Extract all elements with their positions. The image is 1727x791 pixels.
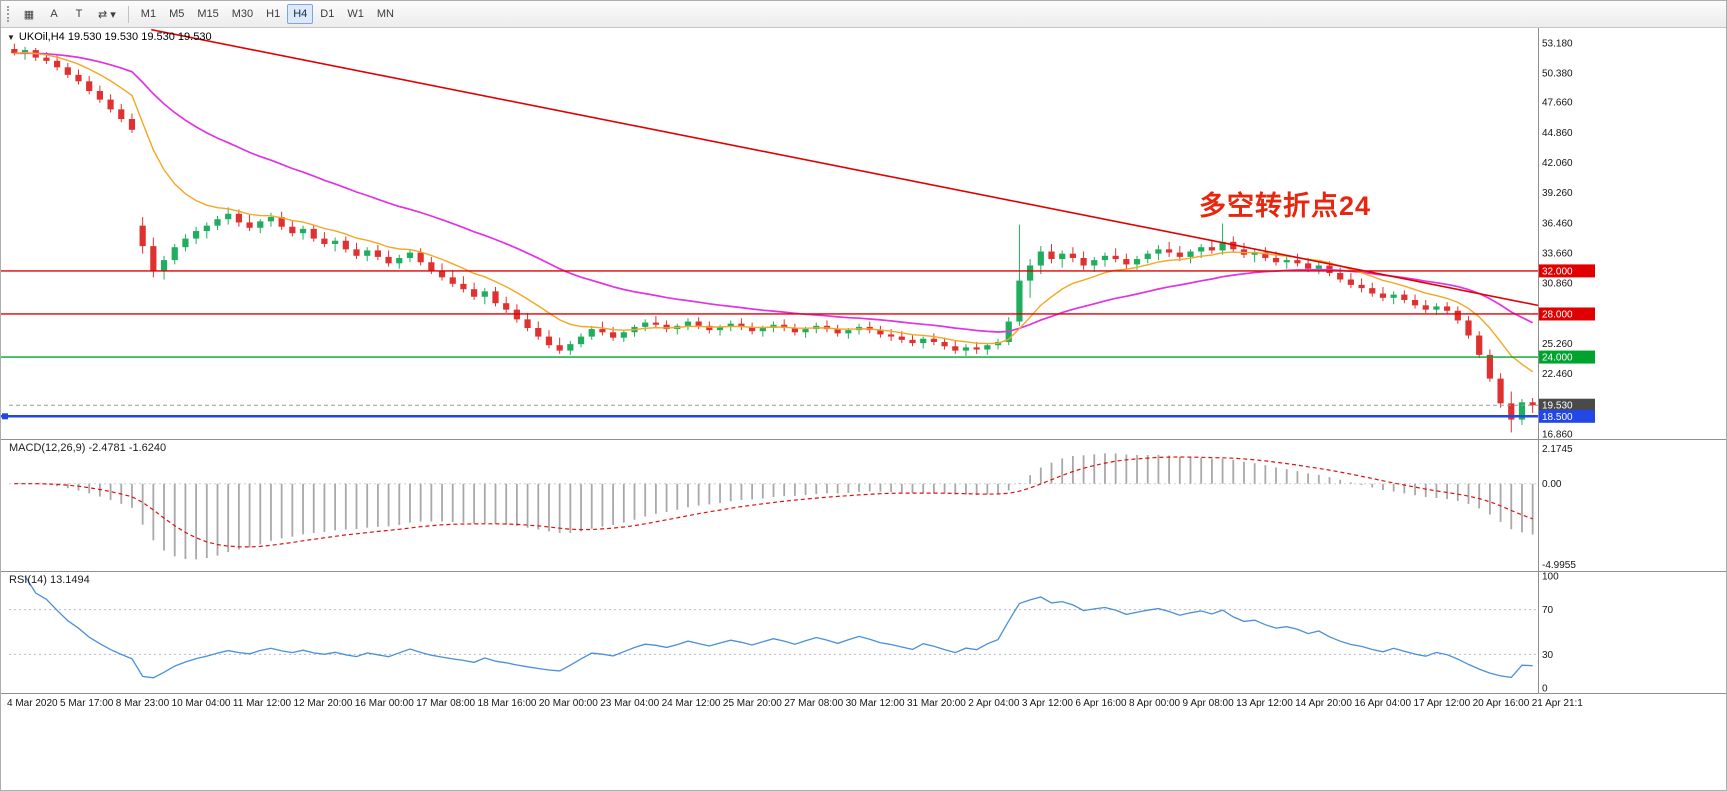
time-label: 2 Apr 04:00 — [968, 698, 1020, 709]
bottom-spacer — [1, 716, 1726, 790]
rsi-axis-label: 100 — [1542, 572, 1559, 583]
time-label: 14 Apr 20:00 — [1295, 698, 1352, 709]
price-axis-label: 16.860 — [1542, 429, 1573, 440]
time-label: 3 Apr 12:00 — [1021, 698, 1073, 709]
time-label: 23 Mar 04:00 — [600, 698, 660, 709]
price-axis-label: 44.860 — [1542, 128, 1573, 139]
macd-canvas[interactable]: 2.1745 0.00 -4.9955 — [1, 440, 1727, 572]
price-axis-label: 42.060 — [1542, 158, 1573, 169]
symbol-dropdown-icon[interactable]: ▼ — [7, 32, 15, 42]
macd-panel: MACD(12,26,9) -2.4781 -1.6240 2.1745 0.00… — [1, 440, 1726, 572]
svg-text:28.000: 28.000 — [1542, 309, 1573, 320]
svg-text:18.500: 18.500 — [1542, 412, 1573, 423]
price-axis-label: 36.460 — [1542, 218, 1573, 229]
time-label: 25 Mar 20:00 — [722, 698, 782, 709]
rsi-axis-label: 70 — [1542, 605, 1554, 616]
trendline — [151, 28, 1539, 307]
toolbar: ▦ A T ⇄ ▾ M1 M5 M15 M30 H1 H4 D1 W1 MN — [1, 1, 1726, 28]
time-label: 21 Apr 21:1 — [1531, 698, 1583, 709]
time-label: 6 Apr 16:00 — [1075, 698, 1127, 709]
macd-label: MACD(12,26,9) -2.4781 -1.6240 — [9, 442, 167, 454]
time-label: 16 Apr 04:00 — [1354, 698, 1412, 709]
rsi-axis-label: 30 — [1542, 650, 1554, 661]
current-price-badge — [1539, 398, 1595, 412]
rsi-label: RSI(14) 13.1494 — [9, 574, 90, 586]
price-badge-32.000 — [1539, 264, 1595, 278]
price-badge-24.000 — [1539, 350, 1595, 364]
rsi-axis-label: 0 — [1542, 684, 1548, 695]
tick-grid-button[interactable]: ▦ — [23, 8, 35, 21]
time-label: 5 Mar 17:00 — [60, 698, 114, 709]
rsi-canvas[interactable]: 100 70 30 0 — [1, 572, 1727, 694]
macd-axis-label: 2.1745 — [1542, 444, 1573, 455]
cycle-symbols-button[interactable]: ⇄ ▾ — [98, 8, 116, 21]
time-label: 27 Mar 08:00 — [784, 698, 844, 709]
time-label: 24 Mar 12:00 — [661, 698, 721, 709]
toolbar-grip[interactable] — [7, 6, 11, 22]
price-axis-label: 53.180 — [1542, 38, 1573, 49]
time-label: 17 Mar 08:00 — [416, 698, 476, 709]
price-axis-label: 30.860 — [1542, 279, 1573, 290]
time-label: 13 Apr 12:00 — [1236, 698, 1293, 709]
time-label: 8 Apr 00:00 — [1128, 698, 1181, 709]
macd-signal-line — [14, 456, 1533, 548]
text-annotation-button[interactable]: A — [50, 8, 58, 20]
chart-annotation[interactable]: 多空转折点24 — [1199, 191, 1372, 221]
svg-text:32.000: 32.000 — [1542, 266, 1573, 277]
macd-histogram — [24, 453, 1534, 560]
svg-text:19.530: 19.530 — [1542, 401, 1573, 412]
time-label: 17 Apr 12:00 — [1413, 698, 1471, 709]
time-label: 11 Mar 12:00 — [232, 698, 292, 709]
timeframe-button-m15[interactable]: M15 — [197, 8, 219, 20]
time-label: 30 Mar 12:00 — [845, 698, 905, 709]
price-axis-label: 39.260 — [1542, 188, 1573, 199]
macd-axis-label: -4.9955 — [1542, 560, 1576, 571]
time-label: 20 Apr 16:00 — [1472, 698, 1530, 709]
price-axis-label: 50.380 — [1542, 68, 1573, 79]
toolbar-tools: ▦ A T ⇄ ▾ — [17, 4, 122, 24]
timeframe-button-w1[interactable]: W1 — [347, 8, 364, 20]
price-axis-label: 25.260 — [1542, 339, 1573, 350]
price-axis-label: 33.660 — [1542, 249, 1573, 260]
timeframe-button-m5[interactable]: M5 — [169, 8, 185, 20]
timeframe-button-h4[interactable]: H4 — [287, 4, 314, 24]
svg-text:24.000: 24.000 — [1542, 353, 1573, 364]
timeframe-button-d1[interactable]: D1 — [320, 8, 335, 20]
time-label: 10 Mar 04:00 — [171, 698, 231, 709]
price-badge-18.500 — [1539, 409, 1595, 423]
ma-fast-line — [14, 51, 1534, 373]
time-label: 31 Mar 20:00 — [906, 698, 966, 709]
candles — [11, 43, 1536, 433]
rsi-line — [24, 575, 1533, 679]
timeframe-button-m30[interactable]: M30 — [231, 8, 254, 20]
timeframe-button-h1[interactable]: H1 — [266, 8, 281, 20]
chart-title: ▼ UKOil,H4 19.530 19.530 19.530 19.530 — [7, 31, 212, 43]
price-axis-label: 47.660 — [1542, 98, 1573, 109]
macd-axis-label: 0.00 — [1542, 479, 1562, 490]
time-axis: 4 Mar 2020 5 Mar 17:00 8 Mar 23:00 10 Mar 0… — [1, 694, 1583, 716]
time-label: 8 Mar 23:00 — [115, 698, 170, 709]
main-chart-panel: ▼ UKOil,H4 19.530 19.530 19.530 19.530 多… — [1, 28, 1726, 440]
time-label: 4 Mar 2020 — [7, 698, 58, 709]
time-label: 12 Mar 20:00 — [293, 698, 353, 709]
line-anchor — [2, 413, 8, 420]
toolbar-separator — [127, 5, 129, 23]
timeframe-button-mn[interactable]: MN — [376, 8, 394, 20]
symbol-ohlc-text: UKOil,H4 19.530 19.530 19.530 19.530 — [18, 31, 212, 43]
time-label: 20 Mar 00:00 — [538, 698, 598, 709]
timeframe-buttons: M1 M5 M15 M30 H1 H4 D1 W1 MN — [135, 4, 400, 24]
price-axis-label: 22.460 — [1542, 369, 1573, 380]
time-label: 9 Apr 08:00 — [1182, 698, 1234, 709]
time-label: 16 Mar 00:00 — [354, 698, 414, 709]
rsi-panel: RSI(14) 13.1494 100 70 30 0 — [1, 572, 1726, 694]
text-label-button[interactable]: T — [75, 8, 83, 20]
main-chart-canvas[interactable]: 53.180 50.380 47.660 44.860 42.060 39.260 36.4… — [1, 28, 1727, 440]
price-badge-28.000 — [1539, 307, 1595, 321]
timeframe-button-m1[interactable]: M1 — [140, 8, 157, 20]
time-label: 18 Mar 16:00 — [477, 698, 537, 709]
